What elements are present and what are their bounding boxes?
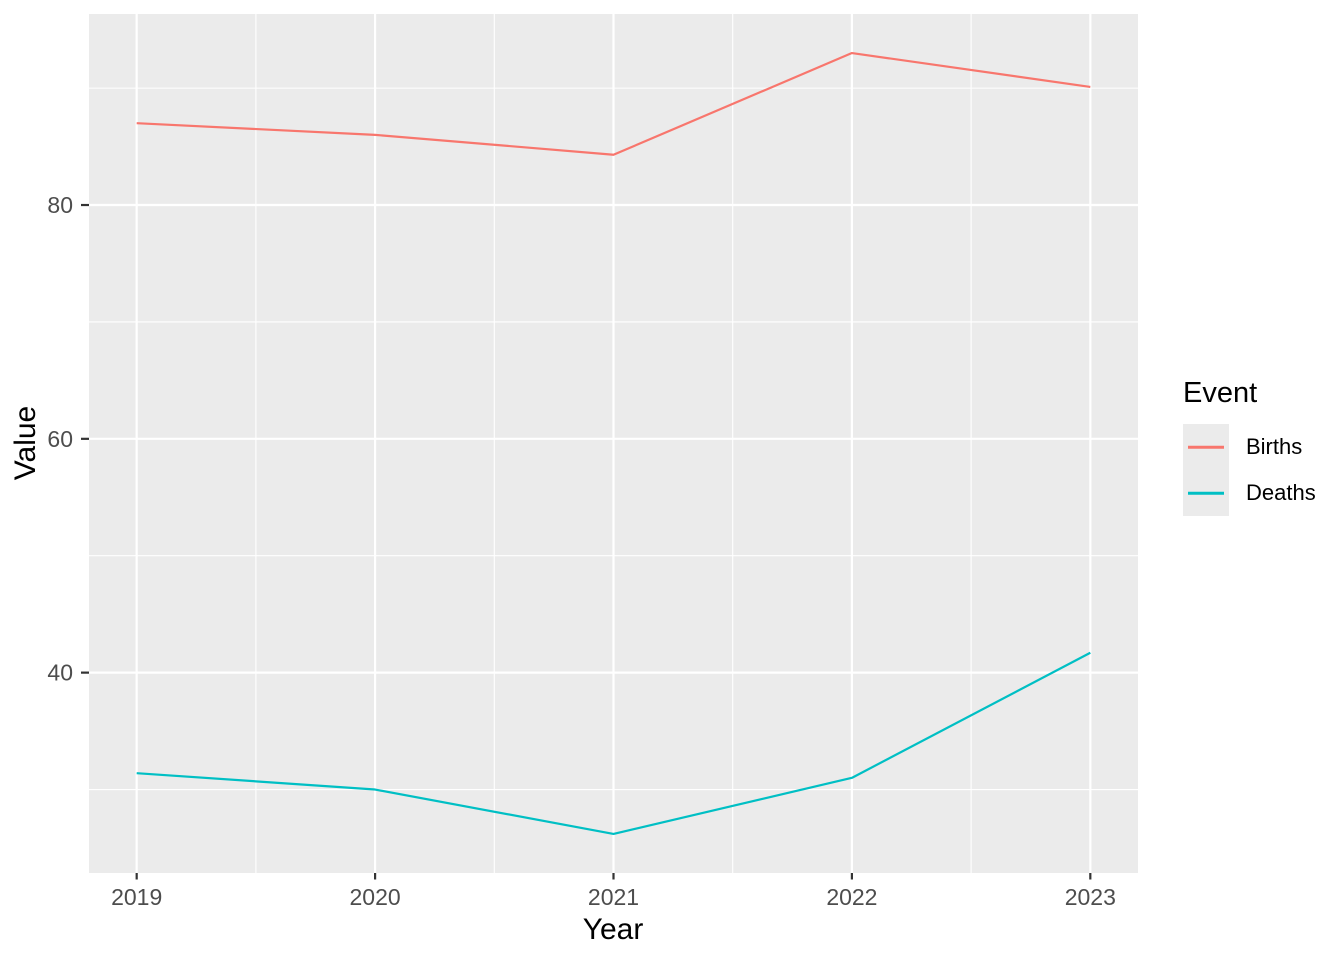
x-tick-label-2019: 2019	[111, 884, 162, 910]
legend-keys: Births Deaths	[1183, 424, 1316, 516]
x-tick-label-2020: 2020	[350, 884, 401, 910]
births-line	[136, 51, 1091, 156]
y-tick-label-80: 80	[47, 192, 73, 218]
legend-label-deaths: Deaths	[1246, 480, 1316, 505]
legend: Event Births Deaths	[1183, 377, 1316, 516]
deaths-line-swatch-icon	[1188, 491, 1224, 495]
deaths-line	[136, 651, 1091, 836]
x-tick-label-2023: 2023	[1065, 884, 1116, 910]
y-tick-label-60: 60	[47, 426, 73, 452]
legend-key-deaths	[1183, 470, 1229, 516]
x-tick-label-2021: 2021	[588, 884, 639, 910]
legend-item-deaths: Deaths	[1183, 470, 1316, 516]
y-axis-title: Value	[9, 405, 42, 481]
x-tick-label-2022: 2022	[826, 884, 877, 910]
legend-item-births: Births	[1183, 424, 1316, 470]
legend-label-births: Births	[1246, 434, 1303, 459]
x-axis-title: Year	[582, 913, 644, 946]
legend-key-births	[1183, 424, 1229, 470]
births-line-swatch-icon	[1188, 445, 1224, 449]
legend-title: Event	[1183, 377, 1258, 409]
y-tick-label-40: 40	[47, 660, 73, 686]
